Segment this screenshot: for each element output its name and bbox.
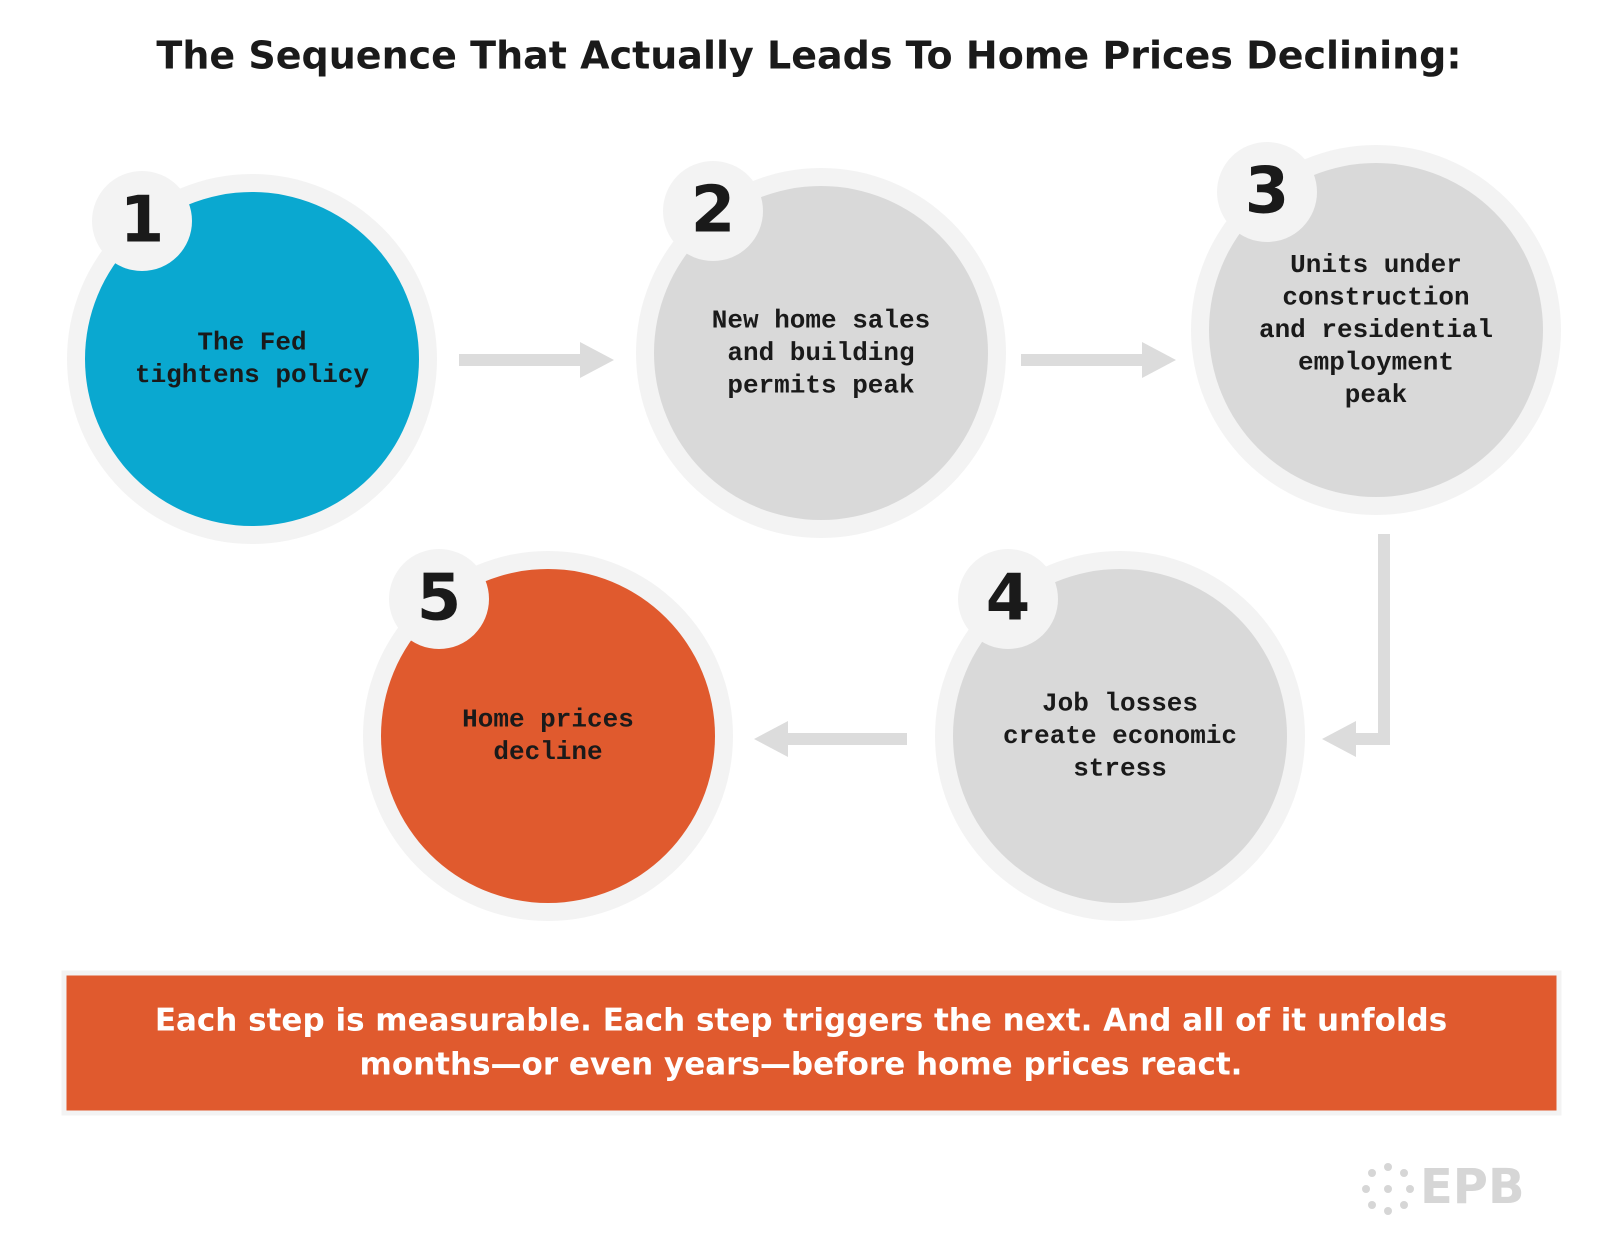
step-label: Job losses [1042, 688, 1198, 718]
logo-dot [1384, 1185, 1392, 1193]
logo-dot [1400, 1201, 1408, 1209]
step-label: tightens policy [135, 360, 369, 390]
step-label: stress [1073, 753, 1167, 783]
step-circle [654, 186, 988, 520]
arrow-shaft [459, 354, 584, 366]
footer-text: Each step is measurable. Each step trigg… [155, 1003, 1447, 1039]
step-badge [958, 549, 1058, 649]
step-badge [389, 549, 489, 649]
logo: EPB [1420, 1159, 1525, 1215]
step-number: 5 [417, 562, 462, 636]
logo-dot [1384, 1207, 1392, 1215]
step-label: Home prices [462, 705, 634, 735]
arrow-shaft [1021, 354, 1146, 366]
step-badge [663, 161, 763, 261]
step-label: The Fed [197, 328, 306, 358]
logo-dot [1368, 1169, 1376, 1177]
step-badge [92, 171, 192, 271]
step-badge [1217, 142, 1317, 242]
step-label: New home sales [712, 305, 930, 335]
step-label: permits peak [727, 370, 914, 400]
step-number: 4 [986, 562, 1031, 636]
step-circle [1209, 163, 1543, 497]
step-label: and residential [1259, 315, 1493, 345]
arrow-head [754, 721, 788, 757]
footer-text: months—or even years—before home prices … [360, 1047, 1243, 1083]
arrow-head [1142, 342, 1176, 378]
logo-dot [1406, 1185, 1414, 1193]
arrow-head [580, 342, 614, 378]
arrow-shaft [1378, 534, 1390, 745]
step-label: construction [1282, 282, 1469, 312]
step-label: Units under [1290, 250, 1462, 280]
step-circle [85, 192, 419, 526]
title: The Sequence That Actually Leads To Home… [156, 34, 1461, 78]
arrows [459, 342, 1390, 757]
footer: Each step is measurable. Each step trigg… [155, 1003, 1447, 1083]
step-number: 1 [120, 184, 165, 258]
step-label: peak [1345, 380, 1407, 410]
step-label: decline [493, 737, 602, 767]
footer-box [61, 970, 1562, 1116]
arrow-shaft [784, 733, 907, 745]
logo-dot [1384, 1163, 1392, 1171]
step-number: 2 [691, 174, 736, 248]
step-label: and building [727, 338, 914, 368]
arrow-head [1322, 721, 1356, 757]
step-label: employment [1298, 347, 1454, 377]
step-circle [953, 569, 1287, 903]
logo-dot [1400, 1169, 1408, 1177]
logo-mark [1362, 1163, 1414, 1215]
logo-dot [1362, 1185, 1370, 1193]
step-number: 3 [1245, 155, 1290, 229]
step-label: create economic [1003, 721, 1237, 751]
arrow-shaft [1350, 733, 1390, 745]
step-circle [381, 569, 715, 903]
logo-dot [1368, 1201, 1376, 1209]
